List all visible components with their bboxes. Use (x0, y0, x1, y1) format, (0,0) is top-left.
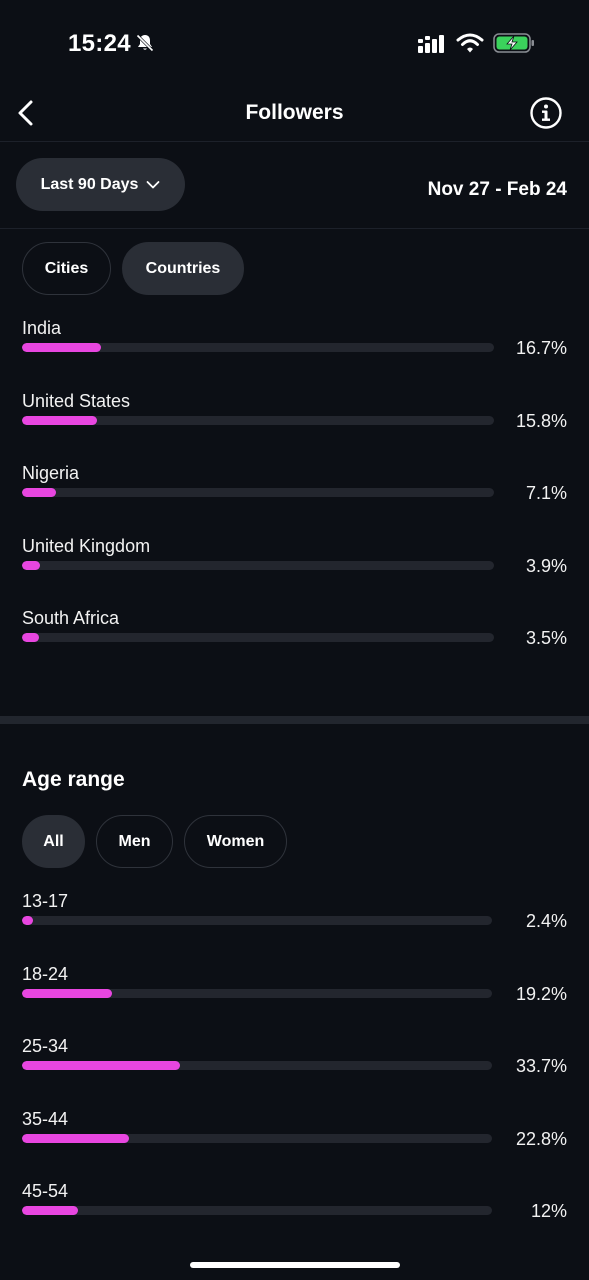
bar-track (22, 1133, 492, 1143)
bar-label: 35-44 (22, 1108, 69, 1129)
country-row: India 16.7% (22, 318, 567, 378)
bar-fill (22, 988, 113, 998)
bar-track (22, 343, 494, 352)
bar-fill (22, 1061, 181, 1070)
country-row: Nigeria 7.1% (22, 463, 567, 523)
info-icon[interactable] (529, 96, 563, 130)
tab-women[interactable]: Women (184, 815, 287, 868)
age-range-row: 25-34 33.7% (22, 1036, 567, 1096)
bar-label: 13-17 (22, 891, 69, 911)
tab-men[interactable]: Men (96, 815, 173, 868)
country-row: United Kingdom 3.9% (22, 536, 567, 596)
age-range-row: 35-44 22.8% (22, 1109, 567, 1169)
bar-value: 16.7% (515, 338, 567, 358)
back-arrow-icon[interactable] (14, 98, 40, 128)
tab-countries[interactable]: Countries (122, 242, 244, 295)
date-range: Nov 27 - Feb 24 (427, 179, 567, 200)
bar-track (22, 916, 492, 925)
chevron-down-icon (147, 180, 160, 188)
battery-charging-icon (493, 33, 534, 53)
bar-fill (22, 1133, 130, 1143)
bar-value: 3.9% (525, 555, 567, 576)
status-time: 15:24 (68, 30, 131, 57)
bar-value: 2.4% (525, 911, 567, 931)
header: Followers (0, 88, 589, 142)
bar-fill (22, 916, 34, 925)
bar-fill (22, 415, 97, 425)
tab-women-label: Women (206, 832, 265, 850)
tab-cities[interactable]: Cities (22, 242, 111, 295)
bar-track (22, 1061, 492, 1070)
wifi-icon (456, 33, 484, 53)
home-indicator[interactable] (190, 1262, 400, 1268)
tab-all-label: All (43, 832, 64, 850)
bar-label: South Africa (22, 608, 120, 628)
period-label: Last 90 Days (40, 175, 139, 193)
bar-value: 33.7% (515, 1056, 567, 1076)
bar-track (22, 415, 494, 425)
bar-fill (22, 633, 39, 642)
bar-track (22, 988, 492, 998)
country-row: South Africa 3.5% (22, 608, 567, 668)
bar-label: United Kingdom (22, 535, 151, 556)
period-dropdown-button[interactable]: Last 90 Days (16, 158, 185, 211)
bar-label: 18-24 (22, 963, 69, 984)
bar-track (22, 1206, 492, 1215)
age-range-row: 13-17 2.4% (22, 891, 567, 951)
tab-cities-label: Cities (44, 259, 89, 277)
filter-row: Last 90 Days Nov 27 - Feb 24 (0, 142, 589, 229)
tab-all[interactable]: All (22, 815, 85, 868)
bar-label: Nigeria (22, 463, 80, 483)
bar-fill (22, 343, 101, 352)
page-title: Followers (245, 101, 344, 124)
bar-fill (22, 1206, 79, 1215)
bar-value: 15.8% (515, 410, 567, 431)
status-bar: 15:24 (0, 0, 589, 88)
bar-track (22, 488, 494, 497)
bell-muted-icon (136, 34, 154, 52)
age-range-row: 18-24 19.2% (22, 964, 567, 1024)
section-divider (0, 716, 589, 724)
bar-value: 7.1% (525, 483, 567, 503)
bar-value: 12% (530, 1201, 567, 1221)
age-range-row: 45-54 12% (22, 1181, 567, 1241)
bar-track (22, 560, 494, 570)
age-range-title: Age range (22, 768, 125, 791)
bar-value: 22.8% (515, 1128, 567, 1149)
bar-label: United States (22, 390, 131, 411)
bar-value: 19.2% (515, 983, 567, 1004)
tab-countries-label: Countries (145, 259, 221, 277)
bar-track (22, 633, 494, 642)
tab-men-label: Men (118, 832, 151, 850)
bar-fill (22, 560, 41, 570)
bar-label: 25-34 (22, 1036, 69, 1056)
bar-value: 3.5% (525, 628, 567, 648)
country-row: United States 15.8% (22, 391, 567, 451)
bar-fill (22, 488, 56, 497)
bar-label: India (22, 318, 62, 338)
bar-label: 45-54 (22, 1181, 69, 1201)
cellular-signal-icon (418, 35, 444, 53)
